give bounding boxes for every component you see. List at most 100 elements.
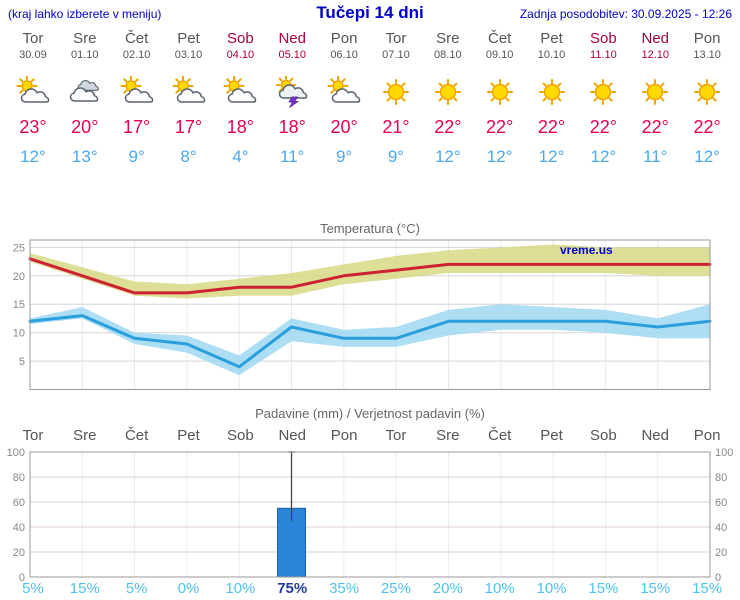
day-date-label: 13.10 (693, 49, 721, 61)
clouds-icon (59, 76, 111, 110)
day-date-label: 04.10 (226, 49, 255, 61)
sun-cloud-icon (111, 75, 163, 110)
precip-probability-row: 5% 15% 5% 0% 10% 75% 35% 25% 20% 10% 10% 15% 15% 15% (7, 580, 733, 597)
sun-cloud-icon (163, 75, 215, 110)
precip-day-label: Čet (487, 427, 512, 444)
svg-text:60: 60 (13, 497, 25, 509)
day-column: Sob 11.10 22° 12° (577, 30, 629, 167)
day-name-label: Pet (540, 30, 563, 47)
day-column: Pon 06.10 20° 9° (318, 30, 370, 167)
day-column: Sob 04.10 18° 4° (214, 30, 266, 167)
day-name-label: Pon (693, 30, 721, 47)
svg-text:40: 40 (715, 522, 727, 534)
svg-text:0: 0 (715, 572, 721, 584)
day-column: Ned 12.10 22° 11° (629, 30, 681, 167)
day-name-label: Pon (330, 30, 358, 47)
day-date-label: 30.09 (19, 49, 47, 61)
precip-day-label: Sre (73, 427, 97, 444)
temp-chart-title: Temperatura (°C) (320, 221, 420, 236)
svg-text:20: 20 (13, 547, 25, 559)
svg-text:40: 40 (13, 522, 25, 534)
last-updated: Zadnja posodobitev: 30.09.2025 - 12:26 (519, 7, 732, 21)
low-temp: 4° (232, 147, 249, 166)
high-temp: 20° (330, 117, 358, 137)
high-temp: 22° (589, 117, 617, 137)
low-temp: 12° (590, 147, 617, 166)
high-temp: 17° (123, 117, 151, 137)
day-date-label: 12.10 (641, 49, 669, 61)
low-temp: 11° (280, 147, 305, 166)
day-date-label: 08.10 (434, 49, 462, 61)
high-temp: 21° (382, 117, 410, 137)
precip-day-label: Pon (330, 427, 358, 444)
precip-probability: 5% (22, 580, 44, 597)
low-temp: 12° (20, 147, 46, 166)
day-column: Sre 08.10 22° 12° (422, 30, 474, 167)
sun-icon (474, 76, 526, 110)
temperature-chart: 5 10 15 20 25 vreme.us (13, 239, 712, 390)
high-temp: 23° (19, 117, 47, 137)
precip-probability: 0% (177, 580, 200, 597)
day-column: Ned 05.10 18° 11° (266, 30, 318, 167)
precipitation-chart: 0 0 20 20 40 40 60 60 80 80 100 100 (7, 447, 734, 584)
precip-day-label: Pet (540, 427, 563, 444)
menu-hint: (kraj lahko izberete v meniju) (8, 7, 162, 21)
precip-day-label: Tor (22, 427, 44, 444)
low-temp: 9° (335, 147, 353, 166)
low-temp: 12° (434, 147, 461, 166)
precip-chart-title: Padavine (mm) / Verjetnost padavin (%) (255, 406, 485, 421)
day-column: Pon 13.10 22° 12° (681, 30, 733, 167)
day-date-label: 07.10 (382, 49, 410, 61)
sun-icon (422, 76, 474, 110)
precip-probability: 15% (69, 580, 100, 597)
day-column: Pet 10.10 22° 12° (526, 30, 578, 167)
day-name-label: Sre (436, 30, 460, 47)
high-temp: 22° (434, 117, 462, 137)
sun-cloud-icon (7, 75, 59, 110)
day-date-label: 02.10 (122, 49, 151, 61)
day-date-label: 06.10 (330, 49, 358, 61)
low-temp: 13° (71, 147, 98, 166)
svg-text:25: 25 (13, 242, 25, 254)
watermark: vreme.us (560, 243, 613, 257)
day-column: Tor 07.10 21° 9° (370, 30, 422, 167)
precip-day-label: Tor (385, 427, 407, 444)
day-name-label: Čet (124, 30, 149, 47)
svg-text:5: 5 (19, 356, 25, 368)
low-temp: 12° (486, 147, 513, 166)
day-name-label: Sob (590, 30, 617, 47)
day-column: Čet 09.10 22° 12° (474, 30, 526, 167)
day-column: Pet 03.10 17° 8° (163, 30, 215, 167)
day-date-label: 09.10 (485, 49, 514, 61)
precip-probability: 10% (225, 580, 256, 597)
precip-probability: 75% (277, 580, 308, 597)
page-title: Tučepi 14 dni (316, 3, 424, 22)
low-temp: 11° (643, 147, 668, 166)
high-temp: 22° (537, 117, 566, 137)
svg-text:60: 60 (715, 497, 727, 509)
day-column: Sre 01.10 20° 13° (59, 30, 111, 167)
sun-icon (577, 76, 629, 110)
sun-icon (370, 76, 422, 110)
day-column: Čet 02.10 17° 9° (111, 30, 163, 167)
precip-day-label: Sob (590, 427, 617, 444)
day-name-label: Ned (278, 30, 306, 47)
precip-day-label: Ned (278, 427, 306, 444)
high-temp: 17° (174, 117, 203, 137)
svg-text:80: 80 (715, 472, 727, 484)
sun-icon (526, 76, 578, 110)
precip-day-labels: Tor Sre Čet Pet Sob Ned Pon Tor Sre Čet Pet Sob Ned P… (7, 427, 733, 444)
precip-day-label: Ned (641, 427, 669, 444)
svg-text:15: 15 (13, 299, 25, 311)
precip-probability: 15% (692, 580, 723, 597)
precip-probability: 10% (484, 580, 515, 597)
high-temp: 22° (486, 117, 514, 137)
sun-icon (681, 76, 733, 110)
forecast-strip: Tor 30.09 23° 12° Sre 01.10 20° 13° Čet 02.10 17° 9… (7, 30, 733, 167)
svg-text:20: 20 (13, 271, 25, 283)
sun-cloud-icon (318, 75, 370, 110)
precip-probability: 15% (588, 580, 619, 597)
low-temp: 12° (694, 147, 720, 166)
high-temp: 18° (278, 117, 306, 137)
high-temp: 20° (71, 117, 99, 137)
